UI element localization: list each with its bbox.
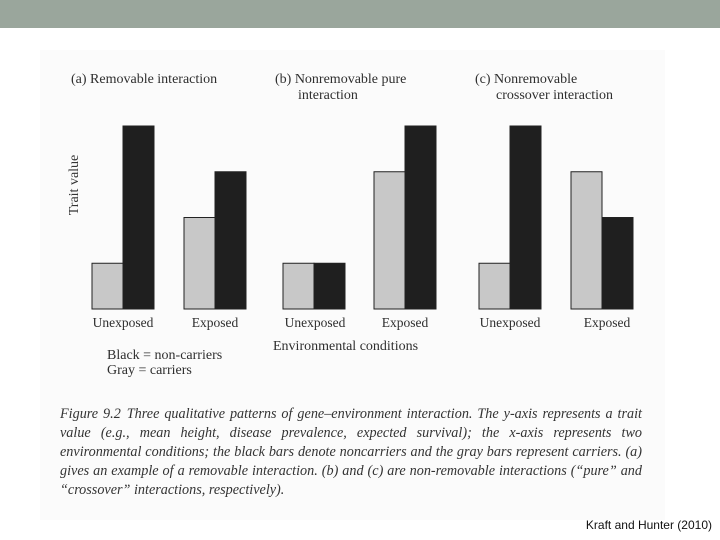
bar-a-unexposed-gray (91, 262, 124, 310)
bar-b-exposed-gray (373, 171, 406, 310)
bar-c-unexposed-black (509, 125, 542, 310)
bar-a-exposed-gray (183, 217, 216, 310)
figure-number: Figure 9.2 (60, 406, 121, 422)
citation: Kraft and Hunter (2010) (585, 518, 712, 532)
legend: Black = non-carriers Gray = carriers (107, 348, 222, 378)
bar-b-unexposed-black (313, 262, 346, 310)
tick-a-exposed: Exposed (191, 315, 239, 330)
bar-c-exposed-black (601, 217, 634, 310)
panel-b-title: (b) Nonremovable pure interaction (275, 72, 407, 103)
legend-gray: Gray = carriers (107, 363, 192, 378)
tick-b-unexposed: Unexposed (284, 315, 346, 330)
panel-c-title: (c) Nonremovable crossover interaction (475, 72, 614, 103)
slide-top-bar (0, 0, 720, 28)
tick-c-unexposed: Unexposed (479, 315, 541, 330)
bar-b-unexposed-gray (282, 262, 315, 310)
bar-c-exposed-gray (570, 171, 603, 310)
panel-a-title: (a) Removable interaction (71, 72, 218, 87)
bar-a-unexposed-black (122, 125, 155, 310)
bar-c-unexposed-gray (478, 262, 511, 310)
tick-b-exposed: Exposed (381, 315, 429, 330)
tick-a-unexposed: Unexposed (92, 315, 154, 330)
bar-a-exposed-black (214, 171, 247, 310)
caption-text: Three qualitative patterns of gene–envir… (60, 406, 643, 498)
tick-c-exposed: Exposed (583, 315, 631, 330)
x-axis-label: Environmental conditions (273, 339, 419, 354)
bar-b-exposed-black (404, 125, 437, 310)
legend-black: Black = non-carriers (107, 348, 223, 363)
figure-caption: Figure 9.2 Three qualitative patterns of … (60, 405, 642, 500)
